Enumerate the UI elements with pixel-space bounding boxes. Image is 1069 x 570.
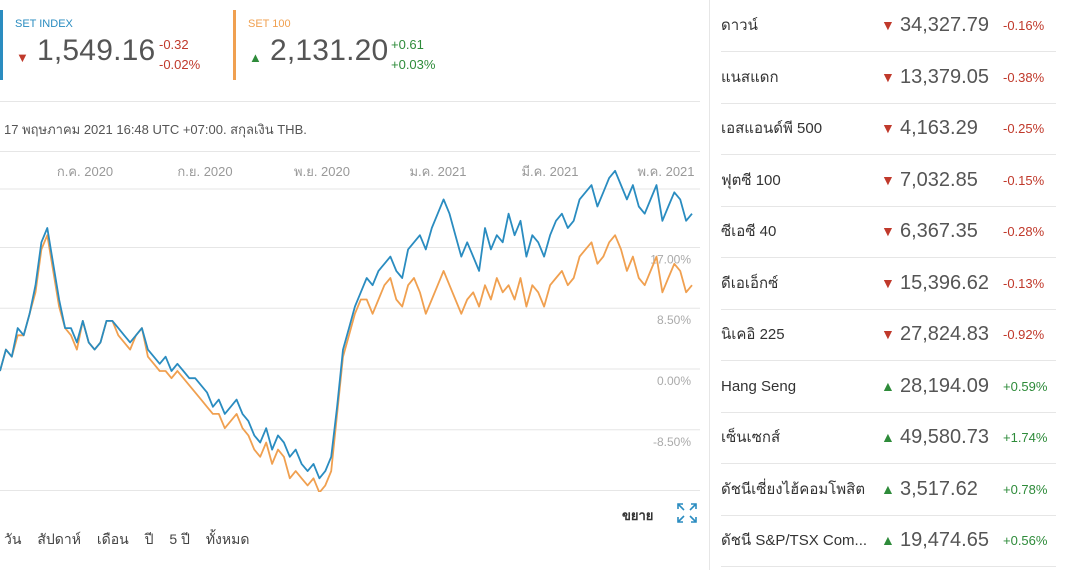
market-value: 13,379.05 (900, 65, 989, 88)
market-name: นิเคอิ 225 (721, 326, 785, 343)
down-arrow-icon: ▼ (881, 171, 895, 188)
down-arrow-icon: ▼ (881, 326, 895, 342)
index-name: SET 100 (248, 18, 291, 30)
market-name: ดาวน์ (721, 17, 758, 34)
range-week[interactable]: สัปดาห์ (37, 531, 81, 547)
index-change-value: +0.61 (391, 37, 424, 52)
market-row[interactable]: แนสแดก ▼ 13,379.05 -0.38% (721, 52, 1056, 104)
market-change: +0.78% (1003, 481, 1048, 497)
index-value: 2,131.20 (270, 34, 389, 67)
market-row[interactable]: เอสแอนด์พี 500 ▼ 4,163.29 -0.25% (721, 103, 1056, 155)
expand-icon[interactable] (676, 502, 698, 524)
market-row[interactable]: ดาวน์ ▼ 34,327.79 -0.16% (721, 0, 1056, 52)
line-chart[interactable]: ก.ค. 2020 ก.ย. 2020 พ.ย. 2020 ม.ค. 2021 มี.ค… (0, 152, 700, 492)
down-arrow-icon: ▼ (881, 223, 895, 239)
market-value: 49,580.73 (900, 426, 989, 448)
market-row[interactable]: ดัชนี S&P/TSX Com... ▲ 19,474.65 +0.56% (721, 515, 1056, 567)
market-row[interactable]: ซีเอซี 40 ▼ 6,367.35 -0.28% (721, 206, 1056, 258)
chart-panel: SET INDEX ▼ 1,549.16 -0.32 -0.02% SET 10… (0, 10, 700, 551)
y-tick-label: 0.00% (657, 374, 691, 388)
market-value: 15,396.62 (900, 271, 989, 294)
up-arrow-icon: ▲ (881, 480, 895, 497)
up-arrow-icon: ▲ (881, 429, 895, 445)
market-value: 4,163.29 (900, 117, 978, 139)
y-tick-label: -8.50% (653, 435, 691, 449)
down-arrow-icon: ▼ (881, 120, 895, 136)
series-line-set-index (0, 169, 693, 480)
market-name: ซีเอซี 40 (721, 223, 777, 240)
x-tick-label: ม.ค. 2021 (409, 164, 466, 179)
market-name: ดัชนีเซี่ยงไฮ้คอมโพสิต (721, 480, 866, 498)
market-change: -0.25% (1003, 121, 1045, 136)
market-value: 28,194.09 (900, 374, 989, 397)
range-year[interactable]: ปี (144, 531, 154, 547)
market-change: +0.59% (1003, 378, 1048, 394)
market-list: ดาวน์ ▼ 34,327.79 -0.16% แนสแดก ▼ 13,379.05 -0.… (710, 0, 1069, 570)
x-tick-label: มี.ค. 2021 (521, 164, 578, 179)
down-arrow-icon: ▼ (881, 17, 895, 33)
series-line-set100 (0, 234, 693, 492)
panel-divider (709, 0, 710, 570)
index-name: SET INDEX (15, 18, 73, 30)
market-change: -0.92% (1003, 327, 1045, 342)
market-value: 3,517.62 (900, 477, 978, 500)
range-selector: วัน สัปดาห์ เดือน ปี 5 ปี ทั้งหมด (4, 529, 261, 551)
range-month[interactable]: เดือน (96, 531, 129, 547)
index-set100[interactable]: SET 100 ▲ 2,131.20 +0.61 +0.03% (233, 10, 466, 80)
market-row[interactable]: ฟุตซี 100 ▼ 7,032.85 -0.15% (721, 155, 1056, 207)
market-change: -0.38% (1003, 69, 1045, 85)
market-value: 27,824.83 (900, 323, 989, 345)
market-change: +0.56% (1003, 533, 1048, 548)
range-5-years[interactable]: 5 ปี (169, 531, 190, 547)
market-value: 6,367.35 (900, 220, 978, 242)
market-name: ดีเอเอ็กซ์ (721, 274, 779, 292)
x-tick-label: ก.ค. 2020 (57, 164, 113, 179)
market-value: 19,474.65 (900, 529, 989, 551)
market-name: แนสแดก (721, 68, 779, 86)
down-arrow-icon: ▼ (16, 50, 29, 65)
index-change-pct: +0.03% (391, 57, 436, 72)
index-change-value: -0.32 (159, 37, 189, 52)
down-arrow-icon: ▼ (881, 274, 895, 291)
y-tick-label: 8.50% (657, 313, 691, 327)
market-change: -0.28% (1003, 224, 1045, 239)
market-row[interactable]: Hang Seng ▲ 28,194.09 +0.59% (721, 361, 1056, 413)
divider (0, 101, 700, 102)
market-row[interactable]: ดีเอเอ็กซ์ ▼ 15,396.62 -0.13% (721, 258, 1056, 310)
market-row[interactable]: นิเคอิ 225 ▼ 27,824.83 -0.92% (721, 309, 1056, 361)
market-change: -0.16% (1003, 18, 1045, 33)
market-name: Hang Seng (721, 377, 797, 395)
x-tick-label: ก.ย. 2020 (177, 164, 232, 179)
divider (0, 151, 700, 152)
market-row[interactable]: เซ็นเซกส์ ▲ 49,580.73 +1.74% (721, 412, 1056, 464)
index-change: +0.61 +0.03% (391, 35, 435, 75)
up-arrow-icon: ▲ (881, 532, 895, 548)
up-arrow-icon: ▲ (881, 377, 895, 394)
index-value: 1,549.16 (37, 34, 156, 67)
index-change: -0.32 -0.02% (159, 35, 200, 75)
up-arrow-icon: ▲ (249, 50, 262, 65)
y-tick-label: 17.00% (650, 252, 691, 266)
market-name: ฟุตซี 100 (721, 171, 781, 189)
index-change-pct: -0.02% (159, 57, 201, 72)
market-change: -0.13% (1003, 275, 1045, 291)
expand-button[interactable]: ขยาย (622, 508, 654, 523)
market-value: 34,327.79 (900, 14, 989, 36)
range-all[interactable]: ทั้งหมด (205, 531, 250, 547)
down-arrow-icon: ▼ (881, 68, 895, 85)
timestamp-note: 17 พฤษภาคม 2021 16:48 UTC +07:00. สกุลเง… (4, 122, 307, 137)
range-day[interactable]: วัน (4, 531, 22, 547)
market-change: -0.15% (1003, 172, 1045, 188)
market-value: 7,032.85 (900, 168, 978, 191)
index-set[interactable]: SET INDEX ▼ 1,549.16 -0.32 -0.02% (0, 10, 228, 80)
market-name: เซ็นเซกส์ (721, 429, 781, 446)
market-change: +1.74% (1003, 430, 1048, 445)
market-name: ดัชนี S&P/TSX Com... (721, 532, 868, 549)
market-name: เอสแอนด์พี 500 (721, 120, 823, 137)
market-row[interactable]: ดัชนีเซี่ยงไฮ้คอมโพสิต ▲ 3,517.62 +0.78% (721, 464, 1056, 516)
x-tick-label: พ.ย. 2020 (294, 164, 350, 179)
x-tick-label: พ.ค. 2021 (637, 164, 694, 179)
